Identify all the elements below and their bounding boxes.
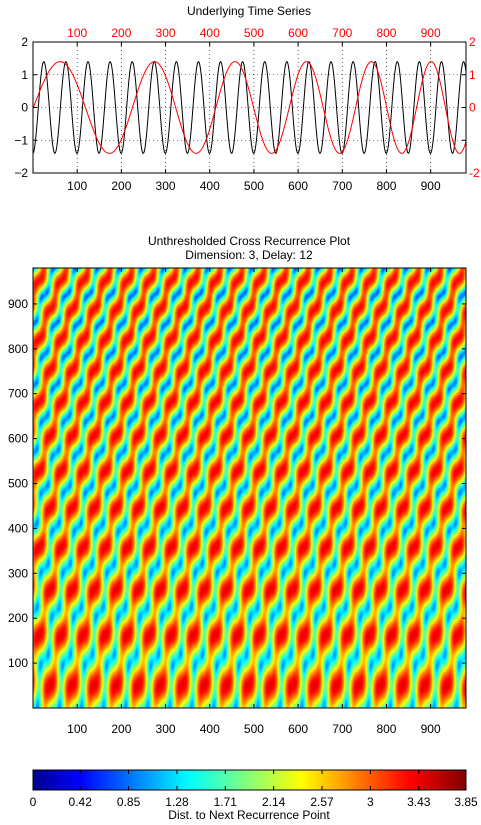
- ts-xtick-top-label: 500: [244, 26, 264, 40]
- ts-xtick-label: 600: [288, 179, 308, 193]
- ts-xtick-top-label: 800: [376, 26, 396, 40]
- rp-ytick-label: 500: [8, 477, 28, 491]
- colorbar-tick-label: 2.14: [262, 795, 286, 809]
- rp-subtitle: Dimension: 3, Delay: 12: [185, 248, 313, 262]
- rp-axes-box: [32, 267, 467, 709]
- ts-xtick-top-label: 700: [332, 26, 352, 40]
- rp-xtick-label: 800: [376, 722, 396, 736]
- colorbar-tick-label: 0.85: [117, 795, 141, 809]
- colorbar-tick-label: 2.57: [310, 795, 334, 809]
- ts-xtick-label: 100: [67, 179, 87, 193]
- ts-xtick-top-label: 300: [156, 26, 176, 40]
- rp-ytick-label: 200: [8, 611, 28, 625]
- colorbar-tick-label: 1.28: [165, 795, 189, 809]
- ts-series-black: [33, 61, 466, 154]
- ts-ytick-label: −1: [14, 133, 28, 147]
- ts-title: Underlying Time Series: [187, 4, 311, 18]
- recurrence-panel: Unthresholded Cross Recurrence Plot Dime…: [8, 234, 467, 736]
- rp-xtick-label: 200: [111, 722, 131, 736]
- ts-xtick-top-label: 900: [421, 26, 441, 40]
- colorbar-tick-label: 3.43: [407, 795, 431, 809]
- colorbar-box: [32, 769, 467, 791]
- colorbar-tick-label: 0.42: [69, 795, 93, 809]
- ts-ytick-label: 2: [21, 35, 28, 49]
- rp-ytick-label: 300: [8, 566, 28, 580]
- ts-xtick-top-label: 400: [200, 26, 220, 40]
- ts-ytick-label: 1: [21, 68, 28, 82]
- ts-xtick-label: 200: [111, 179, 131, 193]
- ts-ytick-label: 0: [21, 101, 28, 115]
- ts-grid: [33, 42, 466, 173]
- ts-xtick-label: 900: [421, 179, 441, 193]
- rp-xtick-label: 300: [156, 722, 176, 736]
- colorbar-tick-label: 3: [367, 795, 374, 809]
- ts-ytick-right-label: 0: [469, 101, 476, 115]
- ts-series-red: [33, 61, 466, 154]
- colorbar-tick-label: 3.85: [454, 795, 478, 809]
- ts-ytick-right-label: 2: [469, 35, 476, 49]
- colorbar-tick-label: 1.71: [214, 795, 238, 809]
- ts-ytick-right-label: -2: [469, 166, 480, 180]
- time-series-panel: Underlying Time Series 100 200 300 400 500 60…: [14, 4, 480, 193]
- rp-ytick-label: 100: [8, 656, 28, 670]
- rp-ytick-label: 700: [8, 387, 28, 401]
- rp-title: Unthresholded Cross Recurrence Plot: [148, 234, 351, 248]
- colorbar: 0 0.42 0.85 1.28 1.71 2.14 2.57 3 3.43 3.85 Dist.…: [30, 769, 478, 822]
- colorbar-gradient: [33, 770, 466, 790]
- rp-xtick-label: 500: [244, 722, 264, 736]
- ts-xtick-top-label: 200: [111, 26, 131, 40]
- rp-ytick-label: 800: [8, 342, 28, 356]
- rp-xtick-label: 600: [288, 722, 308, 736]
- rp-heatmap-holder: [33, 268, 466, 708]
- ts-xtick-label: 500: [244, 179, 264, 193]
- ts-xtick-label: 700: [332, 179, 352, 193]
- rp-xtick-label: 400: [200, 722, 220, 736]
- ts-xtick-top-label: 100: [67, 26, 87, 40]
- rp-xtick-label: 700: [332, 722, 352, 736]
- ts-xtick-top-label: 600: [288, 26, 308, 40]
- ts-xtick-label: 300: [156, 179, 176, 193]
- rp-ytick-label: 900: [8, 297, 28, 311]
- ts-ytick-label: −2: [14, 166, 28, 180]
- rp-xtick-label: 100: [67, 722, 87, 736]
- colorbar-ticks: 0 0.42 0.85 1.28 1.71 2.14 2.57 3 3.43 3.85: [30, 770, 478, 809]
- ts-ytick-right-label: 1: [469, 68, 476, 82]
- colorbar-tick-label: 0: [30, 795, 37, 809]
- rp-ticks: 100 200 300 400 500 600 700 800 900 900 800 700 600 5…: [8, 268, 466, 736]
- rp-xtick-label: 900: [421, 722, 441, 736]
- colorbar-label: Dist. to Next Recurrence Point: [168, 808, 330, 822]
- rp-heatmap: [33, 268, 466, 708]
- rp-ytick-label: 600: [8, 432, 28, 446]
- ts-xtick-label: 800: [376, 179, 396, 193]
- ts-xtick-label: 400: [200, 179, 220, 193]
- rp-ytick-label: 400: [8, 521, 28, 535]
